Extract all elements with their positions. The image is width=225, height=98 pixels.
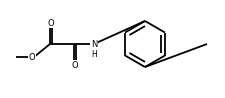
Text: O: O: [71, 60, 78, 69]
Text: O: O: [29, 53, 35, 62]
Text: H: H: [91, 49, 97, 59]
Text: O: O: [47, 19, 54, 28]
Text: N: N: [90, 39, 97, 49]
